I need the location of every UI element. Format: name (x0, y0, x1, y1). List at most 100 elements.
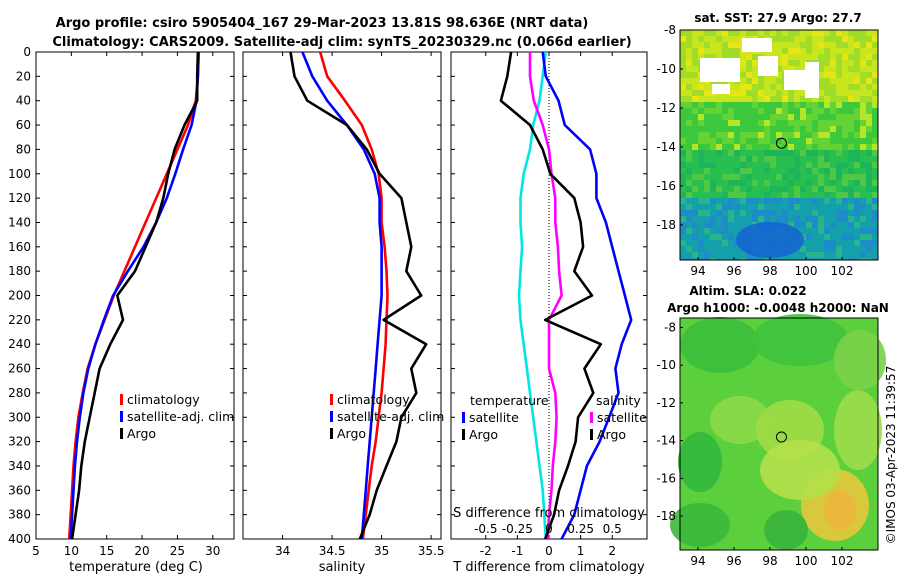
sst-cell (782, 132, 789, 139)
x-tick-label: 5 (32, 544, 40, 558)
sst-cell (680, 150, 687, 157)
map-x-tick-label: 96 (726, 554, 741, 568)
map-y-tick-label: -18 (656, 218, 676, 232)
sst-cell (770, 42, 777, 49)
sst-cell (800, 36, 807, 43)
sst-cell (728, 234, 735, 241)
sst-cell (806, 108, 813, 115)
sst-cell (812, 192, 819, 199)
sst-cell (836, 228, 843, 235)
sst-cell (872, 222, 878, 229)
sst-cell (830, 246, 837, 253)
map-y-tick-label: -8 (664, 23, 676, 37)
sst-cell (848, 216, 855, 223)
sst-cell (848, 48, 855, 55)
sst-cell (710, 108, 717, 115)
sst-cell (860, 186, 867, 193)
sst-cell (710, 258, 717, 260)
sst-cell (806, 252, 813, 259)
sst-cell (770, 210, 777, 217)
legend-label: Argo (337, 426, 366, 441)
legend-title: salinity (596, 393, 641, 408)
sst-cell (818, 222, 825, 229)
sst-cell (770, 96, 777, 103)
sst-cell (830, 198, 837, 205)
sst-cell (800, 162, 807, 169)
sst-cell (692, 234, 699, 241)
sst-cell (860, 132, 867, 139)
sst-cell (680, 144, 687, 151)
sst-cell (722, 180, 729, 187)
difference-top-label: S difference from climatology (453, 506, 645, 521)
sst-cell (752, 210, 759, 217)
sst-cell (860, 120, 867, 127)
sst-cell (752, 114, 759, 121)
sst-cell (860, 180, 867, 187)
sst-cell (692, 174, 699, 181)
sst-cell (860, 246, 867, 253)
sst-cell (734, 168, 741, 175)
sst-cell (788, 66, 795, 73)
sst-cell (860, 66, 867, 73)
sst-cell (824, 48, 831, 55)
sst-cell (752, 108, 759, 115)
sst-cell (800, 204, 807, 211)
sst-cell (848, 228, 855, 235)
sst-cell (764, 150, 771, 157)
sst-cell (698, 30, 705, 37)
sst-cell (686, 54, 693, 61)
sst-cell (854, 174, 861, 181)
sst-cell (836, 90, 843, 97)
sst-cell (716, 186, 723, 193)
sst-cell (830, 78, 837, 85)
sst-cell (854, 42, 861, 49)
sst-cell (848, 138, 855, 145)
sst-cell (836, 198, 843, 205)
sst-cell (824, 210, 831, 217)
sst-cell (710, 54, 717, 61)
sst-cell (758, 150, 765, 157)
sst-cell (722, 42, 729, 49)
sst-cell (836, 138, 843, 145)
sst-cell (830, 90, 837, 97)
sst-cell (692, 60, 699, 67)
sst-cell (686, 66, 693, 73)
sst-cell (830, 186, 837, 193)
sst-cell (776, 78, 783, 85)
sst-cell (782, 204, 789, 211)
sst-cell (806, 36, 813, 43)
sst-cell (836, 252, 843, 259)
sst-cell (842, 126, 849, 133)
sst-cell (830, 180, 837, 187)
sst-cell (848, 252, 855, 259)
sst-cell (716, 210, 723, 217)
sst-cell (698, 174, 705, 181)
sst-cell (776, 102, 783, 109)
sst-cell (746, 102, 753, 109)
x-tick-label: 1 (577, 544, 585, 558)
sst-cell (824, 216, 831, 223)
sst-cell (710, 144, 717, 151)
sst-cell (716, 222, 723, 229)
sst-cell (818, 240, 825, 247)
sst-cell (728, 36, 735, 43)
sst-cell (812, 168, 819, 175)
sst-cell (830, 132, 837, 139)
sst-cell (872, 234, 878, 241)
sst-cell (794, 198, 801, 205)
sst-cell (716, 102, 723, 109)
map-y-tick-label: -18 (656, 509, 676, 523)
sst-cell (848, 174, 855, 181)
sst-cell (818, 150, 825, 157)
sst-cell (734, 114, 741, 121)
sst-cell (776, 84, 783, 91)
sst-cell (746, 162, 753, 169)
sst-cell (710, 174, 717, 181)
sst-cell (680, 204, 687, 211)
y-tick-label: 160 (8, 240, 31, 254)
sst-cell (806, 96, 813, 103)
sst-cell (824, 30, 831, 37)
sst-cell (704, 90, 711, 97)
sst-cell (782, 126, 789, 133)
legend-swatch (330, 411, 333, 422)
